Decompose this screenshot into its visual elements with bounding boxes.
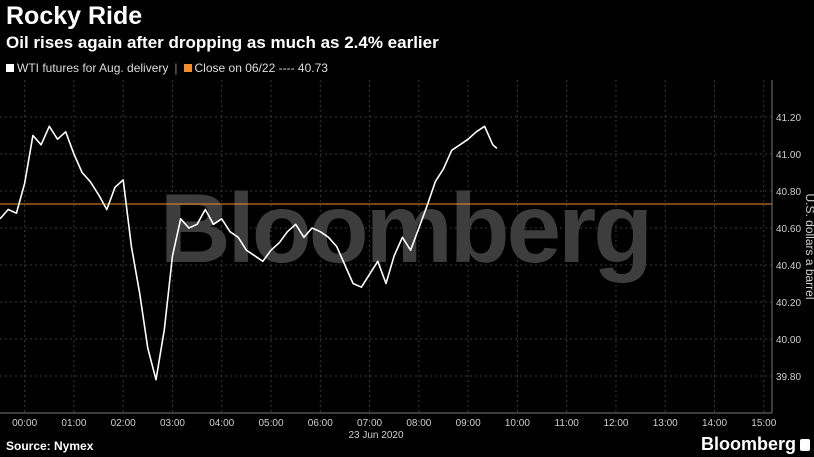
x-tick-label-0100: 01:00 <box>61 418 86 429</box>
watermark-text: Bloomberg <box>160 173 650 283</box>
x-tick-label-0300: 03:00 <box>160 418 185 429</box>
y-tick-label-40.80: 40.80 <box>776 187 801 198</box>
source-note: Source: Nymex <box>6 439 94 453</box>
x-tick-label-0400: 04:00 <box>209 418 234 429</box>
chart-subtitle: Oil rises again after dropping as much a… <box>6 33 439 52</box>
x-tick-label-1300: 13:00 <box>653 418 678 429</box>
x-tick-label-1500: 15:00 <box>751 418 776 429</box>
x-tick-label-0900: 09:00 <box>456 418 481 429</box>
y-tick-label-40.20: 40.20 <box>776 298 801 309</box>
x-tick-label-0200: 02:00 <box>111 418 136 429</box>
chart-title: Rocky Ride <box>6 2 143 30</box>
x-tick-label-0800: 08:00 <box>406 418 431 429</box>
y-tick-label-41.20: 41.20 <box>776 113 801 124</box>
bloomberg-brand: Bloomberg <box>701 434 810 455</box>
x-tick-label-0700: 07:00 <box>357 418 382 429</box>
y-tick-label-40.00: 40.00 <box>776 335 801 346</box>
y-axis-ticks: 39.80 40.00 40.20 40.40 40.60 40.80 41.00 41.20 <box>776 113 801 383</box>
bar-chart-icon <box>800 438 810 451</box>
legend-swatch-orange <box>183 64 192 72</box>
x-tick-label-1000: 10:00 <box>505 418 530 429</box>
x-tick-label-0600: 06:00 <box>308 418 333 429</box>
legend-separator: | <box>174 61 178 75</box>
legend-item-wti: WTI futures for Aug. delivery <box>6 61 168 75</box>
y-tick-label-41.00: 41.00 <box>776 150 801 161</box>
x-axis-ticks: 00:00 01:00 02:00 03:00 04:00 05:00 06:00 07:00… <box>12 418 777 429</box>
legend-item-close: Close on 06/22 ---- 40.73 <box>183 61 328 75</box>
y-tick-label-39.80: 39.80 <box>776 372 801 383</box>
grid-lines <box>0 80 772 413</box>
x-tick-label-0000: 00:00 <box>12 418 37 429</box>
legend-label-close: Close on 06/22 ---- 40.73 <box>194 61 328 75</box>
x-tick-label-0500: 05:00 <box>259 418 284 429</box>
series-line-wti <box>0 125 498 381</box>
brand-text: Bloomberg <box>700 434 796 454</box>
y-axis-label: U.S. dollars a barrel <box>803 193 814 299</box>
y-tick-label-40.40: 40.40 <box>776 261 801 272</box>
legend: WTI futures for Aug. delivery | Close on… <box>6 61 334 75</box>
x-tick-label-1400: 14:00 <box>702 418 727 429</box>
x-tick-label-1200: 12:00 <box>603 418 628 429</box>
legend-label-wti: WTI futures for Aug. delivery <box>17 61 169 75</box>
legend-swatch-white <box>6 64 14 72</box>
x-axis-label: 23 Jun 2020 <box>348 430 403 441</box>
y-tick-label-40.60: 40.60 <box>776 224 801 235</box>
x-tick-label-1100: 11:00 <box>555 418 580 429</box>
